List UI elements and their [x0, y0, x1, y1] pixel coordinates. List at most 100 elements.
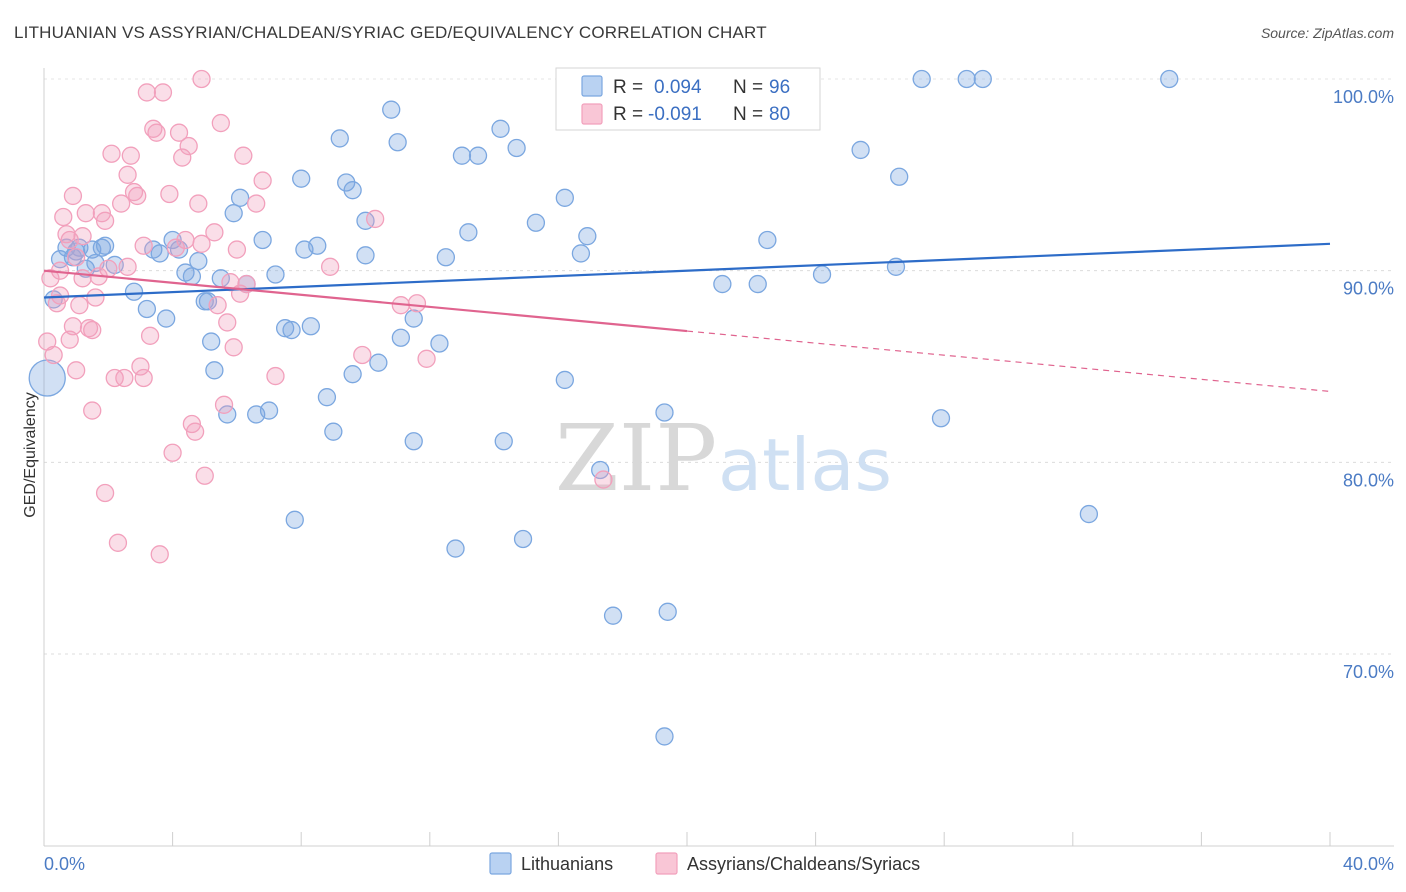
- lithuanian-point: [97, 237, 114, 254]
- lithuanian-point: [309, 237, 326, 254]
- assyrian-point: [595, 471, 612, 488]
- bottom-legend-label-lithuanians: Lithuanians: [521, 854, 613, 874]
- lithuanian-point: [913, 71, 930, 88]
- lithuanian-point: [302, 318, 319, 335]
- lithuanian-point: [656, 728, 673, 745]
- assyrian-point: [138, 84, 155, 101]
- assyrian-point: [68, 249, 85, 266]
- assyrian-point: [322, 258, 339, 275]
- lithuanian-point: [293, 170, 310, 187]
- scatter-chart: LITHUANIAN VS ASSYRIAN/CHALDEAN/SYRIAC G…: [0, 0, 1406, 892]
- lithuanian-point: [383, 101, 400, 118]
- assyrian-point: [116, 370, 133, 387]
- assyrian-point: [84, 402, 101, 419]
- lithuanian-point: [759, 232, 776, 249]
- lithuanian-point: [508, 140, 525, 157]
- assyrian-point: [228, 241, 245, 258]
- assyrian-point: [177, 232, 194, 249]
- assyrian-point: [64, 187, 81, 204]
- trend-line-assyrians: [44, 271, 687, 331]
- assyrian-point: [196, 467, 213, 484]
- lithuanian-point: [325, 423, 342, 440]
- assyrian-point: [216, 396, 233, 413]
- lithuanian-point: [891, 168, 908, 185]
- assyrian-point: [212, 115, 229, 132]
- lithuanian-point: [267, 266, 284, 283]
- lithuanian-point: [515, 531, 532, 548]
- assyrian-point: [248, 195, 265, 212]
- assyrian-point: [418, 350, 435, 367]
- assyrian-point: [235, 147, 252, 164]
- assyrian-point: [154, 84, 171, 101]
- lithuanian-point: [556, 189, 573, 206]
- assyrian-point: [87, 289, 104, 306]
- legend-r-label-2: R =: [613, 104, 643, 125]
- lithuanian-point: [714, 276, 731, 293]
- assyrian-point: [164, 444, 181, 461]
- stats-legend: R = 0.094 N = 96 R = -0.091 N = 80: [556, 68, 820, 130]
- lithuanian-point: [232, 189, 249, 206]
- lithuanian-point: [225, 205, 242, 222]
- assyrian-point: [100, 260, 117, 277]
- lithuanian-point: [453, 147, 470, 164]
- lithuanian-point: [389, 134, 406, 151]
- lithuanian-point: [158, 310, 175, 327]
- legend-n-value-1: 96: [769, 77, 790, 98]
- assyrian-point: [142, 327, 159, 344]
- assyrian-point: [71, 297, 88, 314]
- watermark-atlas: atlas: [718, 423, 892, 507]
- lithuanian-point: [357, 247, 374, 264]
- assyrian-point: [193, 71, 210, 88]
- lithuanian-point: [254, 232, 271, 249]
- assyrian-point: [161, 186, 178, 203]
- assyrian-point: [68, 362, 85, 379]
- assyrian-point: [129, 187, 146, 204]
- lithuanian-point: [1080, 506, 1097, 523]
- legend-n-value-2: 80: [769, 104, 790, 125]
- lithuanian-point: [437, 249, 454, 266]
- lithuanian-point: [572, 245, 589, 262]
- lithuanian-point: [261, 402, 278, 419]
- y-axis-label: GED/Equivalency: [22, 392, 39, 517]
- lithuanian-point: [447, 540, 464, 557]
- assyrian-point: [77, 205, 94, 222]
- lithuanian-point: [460, 224, 477, 241]
- assyrian-point: [122, 147, 139, 164]
- legend-r-label-1: R =: [613, 77, 643, 98]
- assyrian-point: [109, 534, 126, 551]
- y-tick-labels: 70.0%80.0%90.0%100.0%: [1333, 87, 1394, 682]
- y-tick-label-90: 90.0%: [1343, 279, 1394, 299]
- lithuanian-point: [656, 404, 673, 421]
- lithuanian-point: [974, 71, 991, 88]
- y-tick-label-100: 100.0%: [1333, 87, 1394, 107]
- assyrian-point: [97, 212, 114, 229]
- lithuanian-point: [392, 329, 409, 346]
- y-tick-label-70: 70.0%: [1343, 662, 1394, 682]
- assyrian-point: [119, 258, 136, 275]
- lithuanian-point: [431, 335, 448, 352]
- assyrian-point: [135, 237, 152, 254]
- assyrian-point: [119, 166, 136, 183]
- assyrian-point: [74, 270, 91, 287]
- assyrian-point: [367, 210, 384, 227]
- lithuanian-point: [659, 603, 676, 620]
- lithuanian-point: [190, 253, 207, 270]
- x-tick-label-min: 0.0%: [44, 854, 85, 874]
- lithuanian-point: [331, 130, 348, 147]
- assyrian-point: [408, 295, 425, 312]
- lithuanian-point: [605, 607, 622, 624]
- lithuanian-point: [852, 141, 869, 158]
- series-legend: Lithuanians Assyrians/Chaldeans/Syriacs: [490, 853, 920, 874]
- lithuanian-point: [405, 310, 422, 327]
- lithuanian-point: [495, 433, 512, 450]
- bottom-legend-swatch-assyrians: [656, 853, 677, 874]
- trend-lines: [44, 244, 1330, 392]
- assyrian-point: [45, 347, 62, 364]
- x-tick-label-max: 40.0%: [1343, 854, 1394, 874]
- lithuanian-point: [344, 182, 361, 199]
- lithuanian-point: [138, 301, 155, 318]
- lithuanian-point: [151, 245, 168, 262]
- lithuanian-point: [492, 120, 509, 137]
- assyrian-point: [190, 195, 207, 212]
- x-tick-marks: [44, 832, 1330, 846]
